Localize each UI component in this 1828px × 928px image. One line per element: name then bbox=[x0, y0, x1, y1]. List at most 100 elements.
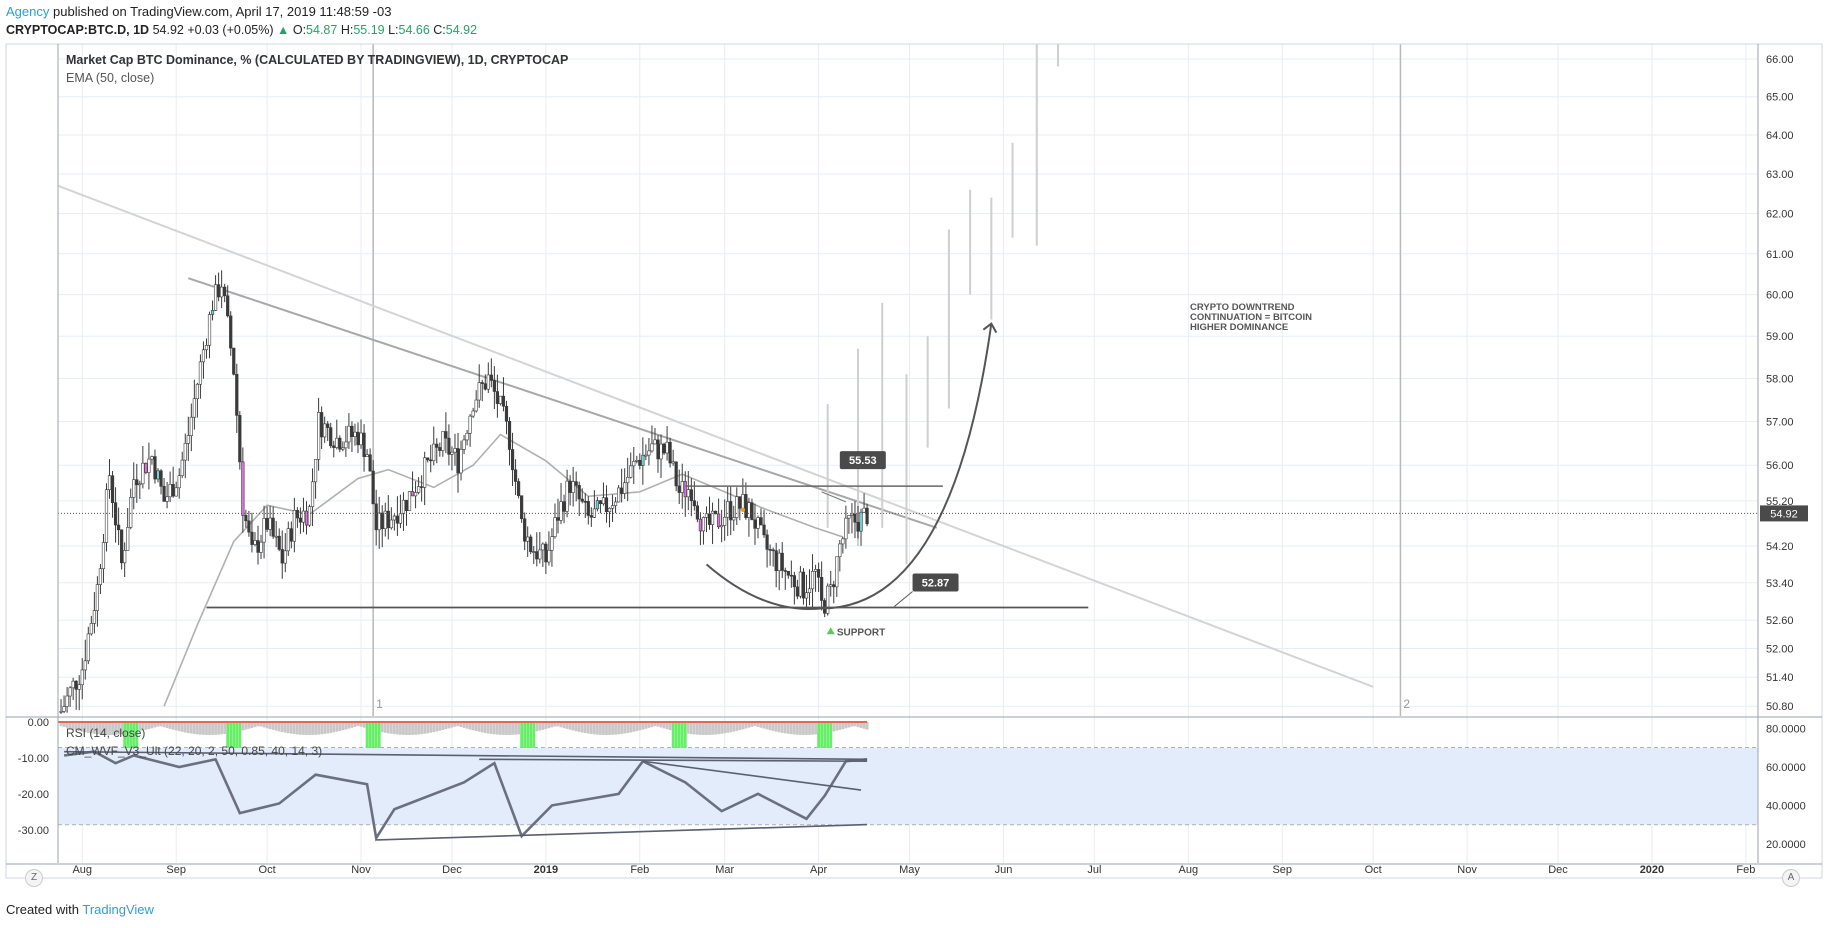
wvf-bar bbox=[253, 722, 257, 728]
wvf-bar bbox=[277, 722, 281, 732]
wvf-bar bbox=[708, 722, 711, 735]
candle-body bbox=[765, 534, 769, 550]
candle-body bbox=[383, 510, 387, 530]
candle-body bbox=[480, 382, 484, 384]
candle-body bbox=[495, 391, 499, 404]
candle-body bbox=[707, 513, 712, 525]
x-tick-label: Feb bbox=[1736, 864, 1755, 876]
candle-body bbox=[65, 695, 69, 707]
candle-body bbox=[656, 439, 660, 460]
candle-body bbox=[547, 549, 551, 563]
wvf-bar bbox=[335, 722, 339, 732]
candle-body bbox=[786, 570, 790, 576]
candle-body bbox=[601, 497, 606, 505]
candle-body bbox=[156, 470, 160, 480]
auto-scale-button[interactable]: A bbox=[1782, 869, 1800, 887]
candle-body bbox=[507, 420, 512, 450]
candle-body bbox=[217, 284, 221, 298]
wvf-bar bbox=[635, 722, 639, 732]
candle-body bbox=[626, 477, 630, 484]
wvf-bar bbox=[265, 722, 269, 729]
wvf-bar bbox=[126, 722, 130, 748]
candle-body bbox=[801, 571, 806, 599]
x-tick-label: 2020 bbox=[1640, 864, 1664, 876]
candle-body bbox=[504, 405, 509, 422]
candle-body bbox=[413, 492, 418, 497]
y-tick-label: 57.00 bbox=[1766, 416, 1794, 428]
wvf-bar bbox=[280, 722, 284, 733]
wvf-bar bbox=[520, 722, 524, 748]
wvf-bar bbox=[447, 722, 451, 729]
wvf-bar bbox=[808, 722, 811, 735]
candle-body bbox=[280, 549, 284, 564]
wvf-bar bbox=[629, 722, 633, 733]
wvf-bar bbox=[820, 722, 824, 748]
wvf-bar bbox=[859, 722, 863, 728]
candle-body bbox=[517, 481, 521, 496]
candle-body bbox=[235, 373, 239, 416]
candle-body bbox=[777, 552, 781, 572]
candle-body bbox=[653, 439, 657, 445]
candle-body bbox=[771, 549, 775, 552]
tradingview-link[interactable]: TradingView bbox=[82, 902, 154, 917]
y-tick-label: 63.00 bbox=[1766, 169, 1794, 181]
candle-body bbox=[704, 513, 709, 518]
candle-body bbox=[747, 502, 751, 518]
candle-body bbox=[232, 347, 236, 375]
candle-body bbox=[141, 462, 145, 485]
publisher-link[interactable]: Agency bbox=[6, 4, 50, 19]
candle-body bbox=[526, 536, 530, 542]
zoom-reset-button[interactable]: Z bbox=[25, 869, 43, 887]
wvf-bar bbox=[395, 722, 399, 735]
candle-body bbox=[332, 445, 336, 448]
candle-body bbox=[213, 284, 218, 311]
buy-signal-icon bbox=[826, 627, 835, 635]
candle-body bbox=[483, 383, 487, 390]
wvf-bar bbox=[617, 722, 621, 735]
candle-body bbox=[595, 500, 599, 510]
candle-body bbox=[501, 395, 506, 407]
wvf-bar bbox=[462, 722, 466, 728]
candle-body bbox=[559, 501, 563, 521]
wvf-bar bbox=[117, 722, 121, 735]
wvf-bar bbox=[211, 722, 214, 735]
candle-body bbox=[498, 395, 503, 404]
candle-body bbox=[438, 447, 442, 451]
wvf-bar bbox=[632, 722, 636, 732]
wvf-bar bbox=[550, 722, 554, 728]
candle-body bbox=[474, 399, 478, 412]
wvf-bar bbox=[238, 722, 242, 748]
candle-body bbox=[453, 448, 457, 453]
y-tick-label: 52.60 bbox=[1766, 615, 1794, 627]
grid-lines bbox=[58, 44, 1758, 863]
text-labels: 66.00 65.00 64.00 63.00 62.00 61.00 60.00 59.00… bbox=[18, 53, 1806, 876]
candle-body bbox=[274, 535, 278, 538]
wvf-bar bbox=[777, 722, 781, 733]
candle-body bbox=[562, 501, 566, 512]
wvf-bar bbox=[86, 722, 90, 733]
x-tick-label: Oct bbox=[259, 864, 276, 876]
wvf-bar bbox=[523, 722, 527, 748]
candle-body bbox=[153, 456, 157, 480]
candle-body bbox=[289, 528, 293, 542]
wvf-bar bbox=[71, 722, 75, 730]
wvf-bar bbox=[205, 722, 208, 735]
candle-body bbox=[238, 415, 242, 463]
wvf-bar bbox=[159, 722, 163, 727]
wvf-bar bbox=[502, 722, 505, 735]
wvf-bar bbox=[474, 722, 478, 732]
candle-body bbox=[859, 511, 863, 532]
candle-body bbox=[741, 494, 745, 509]
rsi-legend: RSI (14, close) bbox=[66, 726, 145, 740]
candle-body bbox=[429, 459, 433, 462]
wvf-bar bbox=[644, 722, 648, 729]
wvf-bar bbox=[199, 722, 202, 735]
wvf-bar bbox=[74, 722, 78, 731]
wvf-bar bbox=[174, 722, 178, 731]
wvf-bar bbox=[411, 722, 414, 735]
candle-body bbox=[671, 461, 675, 464]
wvf-bar bbox=[186, 722, 190, 734]
wvf-bar bbox=[792, 722, 796, 735]
candle-body bbox=[795, 586, 799, 597]
